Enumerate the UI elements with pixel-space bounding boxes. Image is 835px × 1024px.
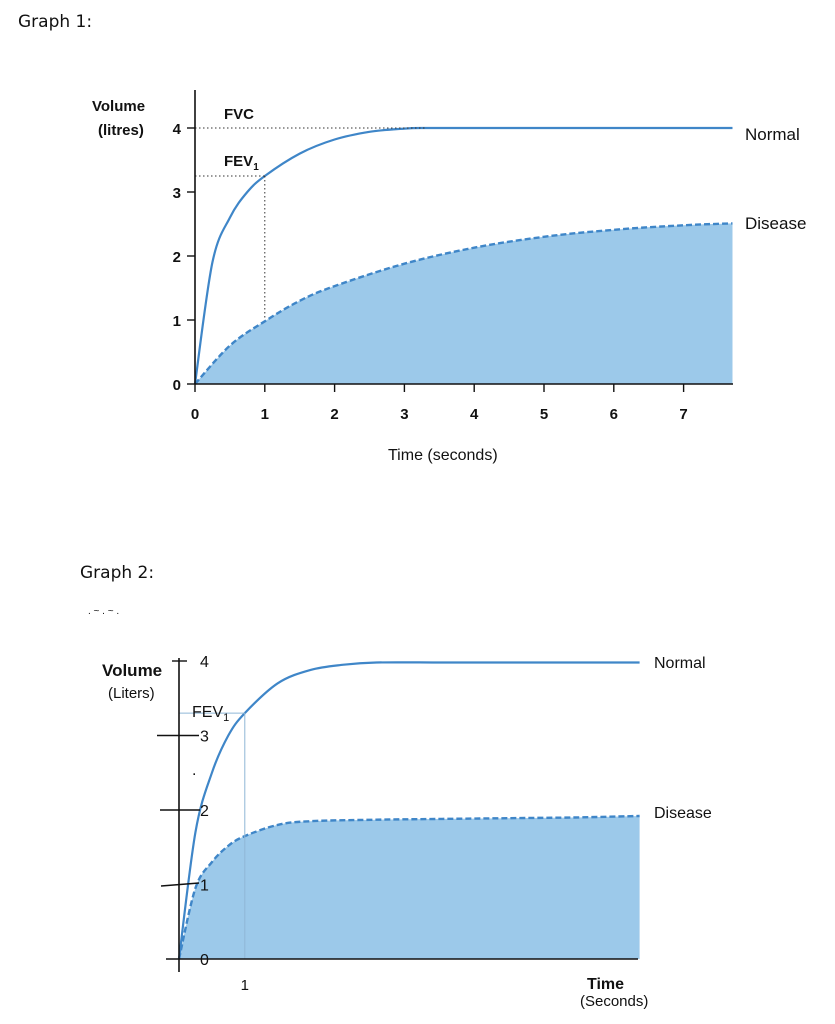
graph1-y-tick-label: 0 (173, 377, 181, 394)
graph2-y-tick (160, 882, 200, 887)
graph1-x-tick-label: 1 (261, 406, 269, 423)
graph1-legend-disease: Disease (745, 214, 806, 233)
graph1-y-tick-label: 4 (173, 121, 182, 138)
graph1-x-tick-label: 2 (330, 406, 338, 423)
graph2-xlabel-sub: (Seconds) (580, 993, 648, 1010)
graph1-disease-area (195, 223, 733, 384)
graph1-fvc-label: FVC (224, 106, 254, 123)
graph1-ylabel-line2: (litres) (98, 122, 144, 139)
graph1-x-ticks: 0 1 2 3 4 5 6 7 (191, 384, 688, 423)
graph1-y-tick-label: 1 (173, 313, 181, 330)
graph2-normal-line (177, 661, 640, 960)
graph2-fev1-label: FEV1 (192, 704, 229, 724)
graph1-ylabel-line1: Volume (92, 98, 145, 115)
graph2-legend-disease: Disease (654, 805, 712, 822)
graph2-y-tick-label: 2 (200, 803, 209, 820)
graph2-xlabel: Time (587, 976, 624, 993)
graph1-y-ticks: 0 1 2 3 4 (173, 121, 195, 394)
graph2-disease-line (177, 814, 640, 960)
graph1-disease-line (194, 222, 733, 385)
graph1-label: Graph 1: (18, 12, 93, 32)
graph1-fev1-label: FEV1 (224, 153, 259, 173)
graph2-cropped-text-fragment: . ~ . ~ . (88, 606, 119, 617)
graph2-y-tick-label: 1 (200, 878, 209, 895)
graph1-normal-line (193, 126, 733, 385)
graph1-x-tick-label: 7 (679, 406, 687, 423)
graph2-y-tick-label: 0 (200, 952, 209, 969)
graph2-reference-lines (179, 712, 246, 959)
graph1-xlabel: Time (seconds) (388, 447, 498, 464)
graph2-legend-normal: Normal (654, 655, 706, 672)
graph1-reference-lines (195, 127, 426, 320)
graph2-y-tick-label: 3 (200, 729, 209, 746)
graph1-y-tick-label: 2 (173, 249, 181, 266)
graph1-x-tick-label: 4 (470, 406, 479, 423)
graph2-x-tick-label: 1 (241, 977, 249, 994)
graph2-x-ticks: 1 (241, 977, 249, 994)
graph2-y-ticks: 0 1 2 3 4 (157, 654, 209, 969)
graph2-y-tick-label: 4 (200, 654, 209, 671)
graph2-disease-area (179, 816, 640, 959)
graph1-y-tick-label: 3 (173, 185, 181, 202)
graph2: . ~ . ~ . 1 0 1 2 3 4 . Volume (Liters) FEV1… (88, 606, 712, 1010)
graph1-x-tick-label: 5 (540, 406, 548, 423)
graph2-ylabel-line1: Volume (102, 661, 162, 680)
graph2-stray-dot: . (192, 762, 196, 779)
graph2-ylabel-line2: (Liters) (108, 685, 155, 702)
graph1-x-tick-label: 0 (191, 406, 199, 423)
graph1-x-tick-label: 3 (400, 406, 408, 423)
graph2-label: Graph 2: (80, 563, 155, 583)
graph1-legend-normal: Normal (745, 125, 800, 144)
graph1-x-tick-label: 6 (610, 406, 618, 423)
